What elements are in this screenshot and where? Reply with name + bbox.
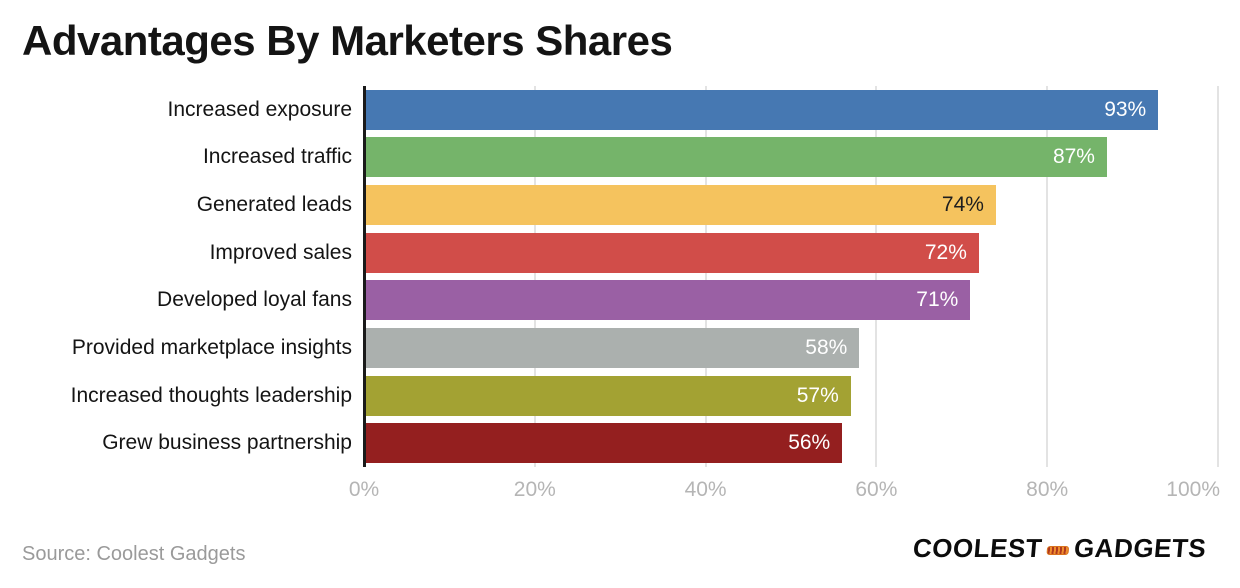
logo-text-coolest: COOLEST xyxy=(911,533,1044,563)
category-labels: Increased exposure Increased traffic Gener… xyxy=(0,86,352,467)
bar-increased-exposure: 93% xyxy=(364,89,1159,130)
gridline-100 xyxy=(1217,86,1219,467)
gridlines xyxy=(364,86,1219,467)
bar-value-label: 57% xyxy=(796,383,839,407)
bar-row: 93% xyxy=(364,86,1218,134)
bar-value-label: 71% xyxy=(916,288,959,312)
bar-row: 87% xyxy=(364,134,1218,182)
bar-increased-traffic: 87% xyxy=(364,137,1107,178)
x-tick-label-40: 40% xyxy=(684,478,727,501)
x-tick-label-60: 60% xyxy=(855,478,898,501)
bar-row: 56% xyxy=(364,419,1218,467)
gridline-20 xyxy=(533,86,536,467)
bar-developed-loyal-fans: 71% xyxy=(364,280,971,321)
gridline-60 xyxy=(875,86,878,467)
gridline-80 xyxy=(1046,86,1049,467)
bar-row: 58% xyxy=(364,324,1218,372)
brand-logo: COOLEST GADGETS xyxy=(911,533,1207,564)
bar-value-label: 58% xyxy=(805,335,848,359)
category-label-increased-exposure: Increased exposure xyxy=(167,97,352,121)
category-label-provided-marketplace-insights: Provided marketplace insights xyxy=(71,335,352,359)
source-text: Source: Coolest Gadgets xyxy=(22,543,246,565)
bar-value-label: 93% xyxy=(1104,97,1147,121)
bar-value-label: 87% xyxy=(1052,145,1095,169)
y-axis-line xyxy=(362,86,366,467)
category-label-grew-business-partnership: Grew business partnership xyxy=(102,431,352,455)
logo-dash-icon xyxy=(1046,545,1070,555)
bar-increased-thoughts-leadership: 57% xyxy=(364,375,851,416)
x-tick-label-100: 100% xyxy=(1166,478,1220,501)
x-tick-label-0: 0% xyxy=(348,478,380,501)
plot-area: 93% 87% 74% 72% 71% 58% 57% 56% xyxy=(362,86,1219,467)
bar-row: 57% xyxy=(364,372,1218,420)
category-label-increased-traffic: Increased traffic xyxy=(202,145,352,169)
bar-value-label: 74% xyxy=(941,193,984,217)
category-label-generated-leads: Generated leads xyxy=(196,193,352,217)
bar-value-label: 56% xyxy=(788,431,831,455)
x-tick-label-80: 80% xyxy=(1026,478,1069,501)
bar-row: 72% xyxy=(364,229,1218,277)
bar-value-label: 72% xyxy=(924,240,967,264)
chart-title: Advantages By Marketers Shares xyxy=(22,17,673,64)
bar-improved-sales: 72% xyxy=(364,232,979,273)
x-axis-tick-labels: 0% 20% 40% 60% 80% 100% xyxy=(349,478,1220,504)
bar-provided-marketplace-insights: 58% xyxy=(364,327,860,368)
category-label-increased-thoughts-leadership: Increased thoughts leadership xyxy=(70,383,352,407)
x-tick-label-20: 20% xyxy=(513,478,556,501)
bar-generated-leads: 74% xyxy=(364,185,996,226)
bar-grew-business-partnership: 56% xyxy=(364,423,843,464)
bar-row: 74% xyxy=(364,181,1218,229)
category-label-improved-sales: Improved sales xyxy=(209,240,352,264)
bar-row: 71% xyxy=(364,277,1218,325)
bars-container: 93% 87% 74% 72% 71% 58% 57% 56% xyxy=(364,86,1218,467)
category-label-developed-loyal-fans: Developed loyal fans xyxy=(157,288,352,312)
logo-text-gadgets: GADGETS xyxy=(1072,533,1208,563)
gridline-40 xyxy=(704,86,707,467)
